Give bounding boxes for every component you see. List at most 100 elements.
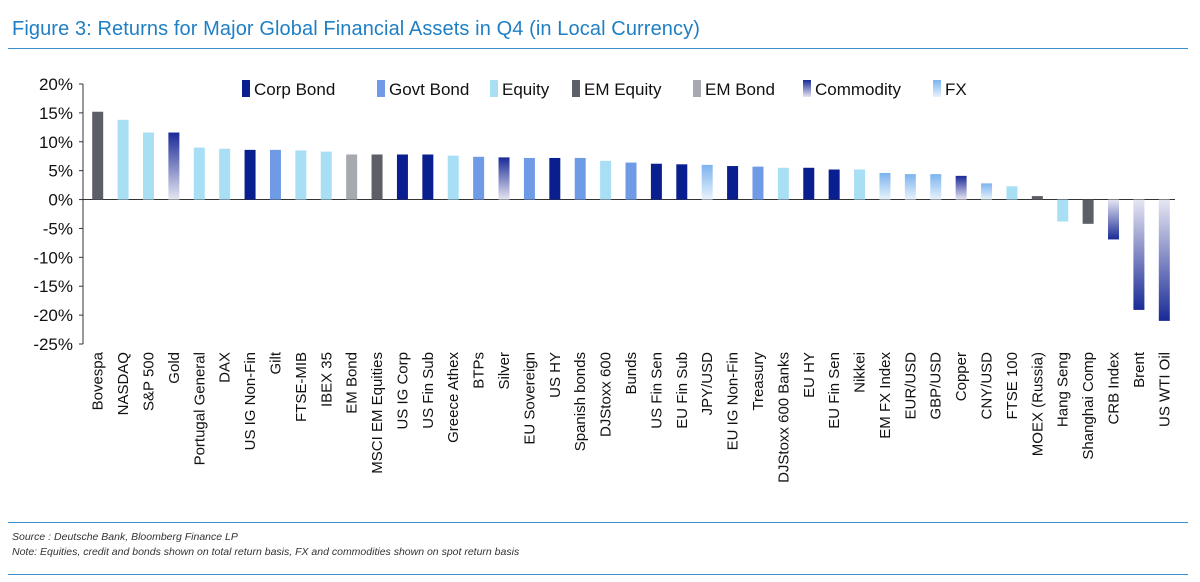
x-axis-labels: Bovespa NASDAQ S&P 500 Gold Portugal General… — [90, 351, 1174, 483]
x-tick-label: Gilt — [267, 351, 284, 374]
x-tick-label: Bovespa — [90, 351, 107, 410]
x-tick-label: Treasury — [750, 352, 767, 411]
x-tick-label: FTSE 100 — [1004, 352, 1021, 420]
x-tick-label: Brent — [1131, 351, 1148, 388]
bar — [828, 169, 840, 200]
x-tick-label: Greece Athex — [445, 352, 462, 443]
x-tick-label: EM FX Index — [877, 352, 894, 439]
bar — [676, 164, 688, 200]
x-tick-label: DAX — [217, 352, 234, 383]
legend-label: EM Equity — [584, 80, 662, 99]
bar — [650, 163, 662, 200]
x-tick-label: MSCI EM Equities — [369, 352, 386, 474]
bar — [600, 160, 612, 200]
x-tick-label: NASDAQ — [115, 352, 132, 415]
x-tick-label: US IG Non-Fin — [242, 352, 259, 450]
x-tick-label: GBP/USD — [928, 352, 945, 420]
x-tick-label: Portugal General — [191, 352, 208, 465]
bar — [1158, 199, 1170, 321]
x-tick-label: EM Bond — [344, 352, 361, 414]
legend-label: Equity — [502, 80, 550, 99]
x-tick-label: FTSE-MIB — [293, 352, 310, 422]
title-bar: Figure 3: Returns for Major Global Finan… — [8, 6, 1188, 49]
bar — [117, 119, 129, 200]
bar — [371, 154, 383, 200]
bar — [244, 149, 256, 200]
footnote: Note: Equities, credit and bonds shown o… — [12, 546, 520, 558]
bar — [523, 157, 535, 200]
bar — [625, 162, 637, 200]
legend-swatch — [803, 80, 811, 97]
legend-swatch — [490, 80, 498, 97]
x-tick-label: EU IG Non-Fin — [725, 352, 742, 450]
legend-label: Commodity — [815, 80, 901, 99]
bar — [981, 183, 993, 200]
y-tick-label: -15% — [33, 277, 73, 296]
y-axis: 20% 15% 10% 5% 0% -5% -10% -15% -20% -25% — [33, 75, 1175, 354]
x-tick-label: Nikkei — [852, 352, 869, 393]
legend-label: Corp Bond — [254, 80, 335, 99]
bar — [1057, 199, 1069, 222]
x-tick-label: Copper — [953, 352, 970, 401]
legend-swatch — [377, 80, 385, 97]
bar — [727, 166, 739, 200]
legend-swatch — [693, 80, 701, 97]
bar — [549, 157, 561, 200]
bar — [447, 155, 459, 200]
y-tick-label: -20% — [33, 306, 73, 325]
bar — [1133, 199, 1145, 310]
x-tick-label: JPY/USD — [699, 352, 716, 416]
x-tick-label: EU Fin Sub — [674, 352, 691, 429]
y-tick-label: -25% — [33, 335, 73, 354]
footer-rule-top — [8, 522, 1188, 523]
bar — [955, 175, 967, 200]
bar — [1108, 199, 1120, 240]
y-tick-label: 5% — [48, 162, 73, 181]
bar — [269, 149, 281, 200]
x-tick-label: Hang Seng — [1055, 352, 1072, 427]
legend-label: FX — [945, 80, 967, 99]
legend-label: Govt Bond — [389, 80, 469, 99]
x-tick-label: Silver — [496, 352, 513, 390]
bar — [930, 174, 942, 200]
x-tick-label: CNY/USD — [979, 352, 996, 420]
y-tick-label: 20% — [39, 75, 73, 94]
x-tick-label: Bunds — [623, 352, 640, 395]
bar — [1082, 199, 1094, 224]
x-tick-label: EU HY — [801, 352, 818, 398]
bar — [142, 132, 154, 200]
footer-rule-bottom — [8, 574, 1188, 575]
bar — [422, 154, 434, 200]
bar — [904, 174, 916, 200]
x-tick-label: S&P 500 — [140, 352, 157, 411]
figure-title: Figure 3: Returns for Major Global Finan… — [12, 18, 700, 40]
legend: Corp Bond Govt Bond Equity EM Equity EM Bond… — [242, 80, 967, 99]
x-tick-label: EUR/USD — [902, 352, 919, 420]
bar-chart: 20% 15% 10% 5% 0% -5% -10% -15% -20% -25% Bovespa… — [33, 75, 1175, 483]
x-tick-label: US HY — [547, 352, 564, 398]
legend-swatch — [933, 80, 941, 97]
y-tick-label: -5% — [43, 219, 73, 238]
bar — [752, 166, 764, 200]
bars — [92, 111, 1170, 321]
legend-label: EM Bond — [705, 80, 775, 99]
legend-swatch — [572, 80, 580, 97]
bar — [346, 154, 358, 200]
x-tick-label: Shanghai Comp — [1080, 352, 1097, 460]
x-tick-label: BTPs — [471, 352, 488, 389]
legend-swatch — [242, 80, 250, 97]
bar — [193, 147, 205, 200]
x-tick-label: EU Fin Sen — [826, 352, 843, 429]
y-tick-label: -10% — [33, 248, 73, 267]
bar — [396, 154, 408, 200]
x-tick-label: CRB Index — [1106, 352, 1123, 425]
x-tick-label: US Fin Sen — [648, 352, 665, 429]
bar — [803, 167, 815, 200]
x-tick-label: DJStoxx 600 — [598, 352, 615, 437]
x-tick-label: US IG Corp — [394, 352, 411, 430]
x-tick-label: Spanish bonds — [572, 352, 589, 451]
bar — [295, 150, 307, 200]
x-tick-label: DJStoxx 600 Banks — [775, 352, 792, 483]
bar — [777, 167, 789, 200]
bar — [879, 172, 891, 200]
